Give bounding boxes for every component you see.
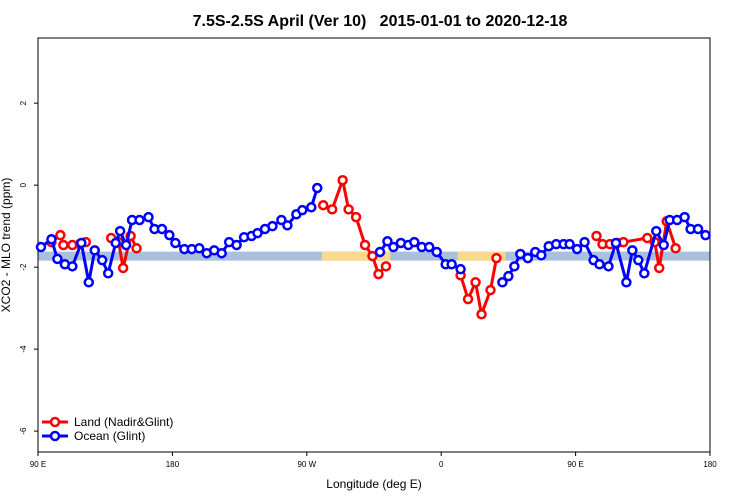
legend-marker <box>49 416 61 428</box>
data-point <box>491 252 502 264</box>
data-point <box>120 239 132 251</box>
data-point <box>650 225 662 237</box>
y-tick-label: -4 <box>19 345 28 353</box>
data-point <box>317 199 329 211</box>
data-point <box>156 223 168 235</box>
data-point <box>297 204 308 216</box>
x-tick-label: 0 <box>439 460 444 469</box>
data-point <box>350 211 362 223</box>
data-point <box>76 237 87 249</box>
data-point <box>627 245 638 256</box>
data-point <box>373 268 384 280</box>
data-point <box>55 229 66 241</box>
data-point <box>114 225 126 237</box>
y-tick-label: -6 <box>19 427 28 435</box>
data-point <box>522 252 534 264</box>
chart-title: 7.5S-2.5S April (Ver 10) 2015-01-01 to 2… <box>193 13 568 30</box>
y-tick-label: 0 <box>19 182 28 187</box>
data-point <box>431 246 442 258</box>
y-axis-label: XCO2 - MLO trend (ppm) <box>0 178 13 313</box>
data-point <box>306 202 317 213</box>
data-point <box>312 182 323 194</box>
x-tick-label: 180 <box>166 460 180 469</box>
data-point <box>134 214 145 226</box>
data-point <box>579 236 590 248</box>
data-point <box>591 230 602 242</box>
data-point <box>509 261 520 272</box>
data-point <box>194 243 205 254</box>
data-point <box>343 204 354 215</box>
data-point <box>117 262 129 274</box>
data-point <box>610 237 622 249</box>
x-axis-label: Longitude (deg E) <box>326 477 421 491</box>
data-point <box>564 238 575 250</box>
data-point <box>231 239 242 251</box>
data-point <box>503 270 514 282</box>
data-point <box>337 174 348 186</box>
y-tick-label: 2 <box>19 100 28 105</box>
data-point <box>642 232 653 244</box>
data-point <box>359 239 371 251</box>
data-point <box>700 229 711 241</box>
data-point <box>639 268 650 279</box>
data-point <box>252 227 263 239</box>
data-point <box>282 220 293 231</box>
data-point <box>497 277 508 288</box>
data-point <box>470 277 481 288</box>
y-tick-label: -2 <box>19 263 28 271</box>
data-point <box>388 241 399 253</box>
data-point <box>658 239 669 251</box>
data-point <box>110 237 121 249</box>
data-point <box>216 247 227 259</box>
data-point <box>455 263 466 275</box>
data-point <box>621 277 632 288</box>
data-point <box>603 261 614 272</box>
legend-label: Ocean (Glint) <box>74 429 145 443</box>
data-point <box>633 254 644 266</box>
data-point <box>83 277 95 288</box>
data-point <box>409 236 420 248</box>
data-point <box>52 253 63 265</box>
data-point <box>35 241 47 253</box>
data-point <box>96 254 108 266</box>
data-point <box>424 241 435 253</box>
data-point <box>536 249 547 261</box>
data-point <box>89 245 100 256</box>
data-point <box>571 243 583 255</box>
series-line <box>40 187 319 284</box>
x-tick-label: 90 W <box>297 460 316 469</box>
data-point <box>692 223 704 235</box>
data-point <box>382 236 393 247</box>
data-point <box>515 248 526 260</box>
data-point <box>143 211 154 223</box>
data-point <box>374 246 386 258</box>
data-point <box>653 262 665 274</box>
data-point <box>594 259 605 270</box>
x-tick-label: 180 <box>703 460 717 469</box>
x-tick-label: 90 E <box>567 460 583 469</box>
data-point <box>670 243 681 254</box>
data-point <box>462 293 474 305</box>
legend-label: Land (Nadir&Glint) <box>74 415 173 429</box>
x-tick-label: 90 E <box>30 460 46 469</box>
data-point <box>380 261 392 272</box>
data-point <box>446 259 457 270</box>
data-point <box>131 243 142 254</box>
data-point <box>267 220 278 232</box>
data-point <box>46 234 57 245</box>
data-point <box>102 268 114 279</box>
data-point <box>367 250 378 262</box>
data-point <box>67 261 78 272</box>
data-point <box>679 211 690 223</box>
legend-marker <box>49 430 61 442</box>
data-point <box>170 237 181 249</box>
data-point <box>164 229 175 241</box>
data-point <box>485 284 496 296</box>
data-point <box>476 309 487 320</box>
data-point <box>58 239 69 251</box>
data-point <box>326 204 338 215</box>
